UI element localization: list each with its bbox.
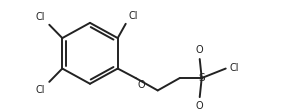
Text: Cl: Cl [36,12,45,22]
Text: Cl: Cl [129,11,138,21]
Text: Cl: Cl [36,85,45,95]
Text: O: O [196,101,204,111]
Text: S: S [198,73,205,83]
Text: Cl: Cl [230,63,239,73]
Text: O: O [138,80,145,90]
Text: O: O [196,45,204,55]
